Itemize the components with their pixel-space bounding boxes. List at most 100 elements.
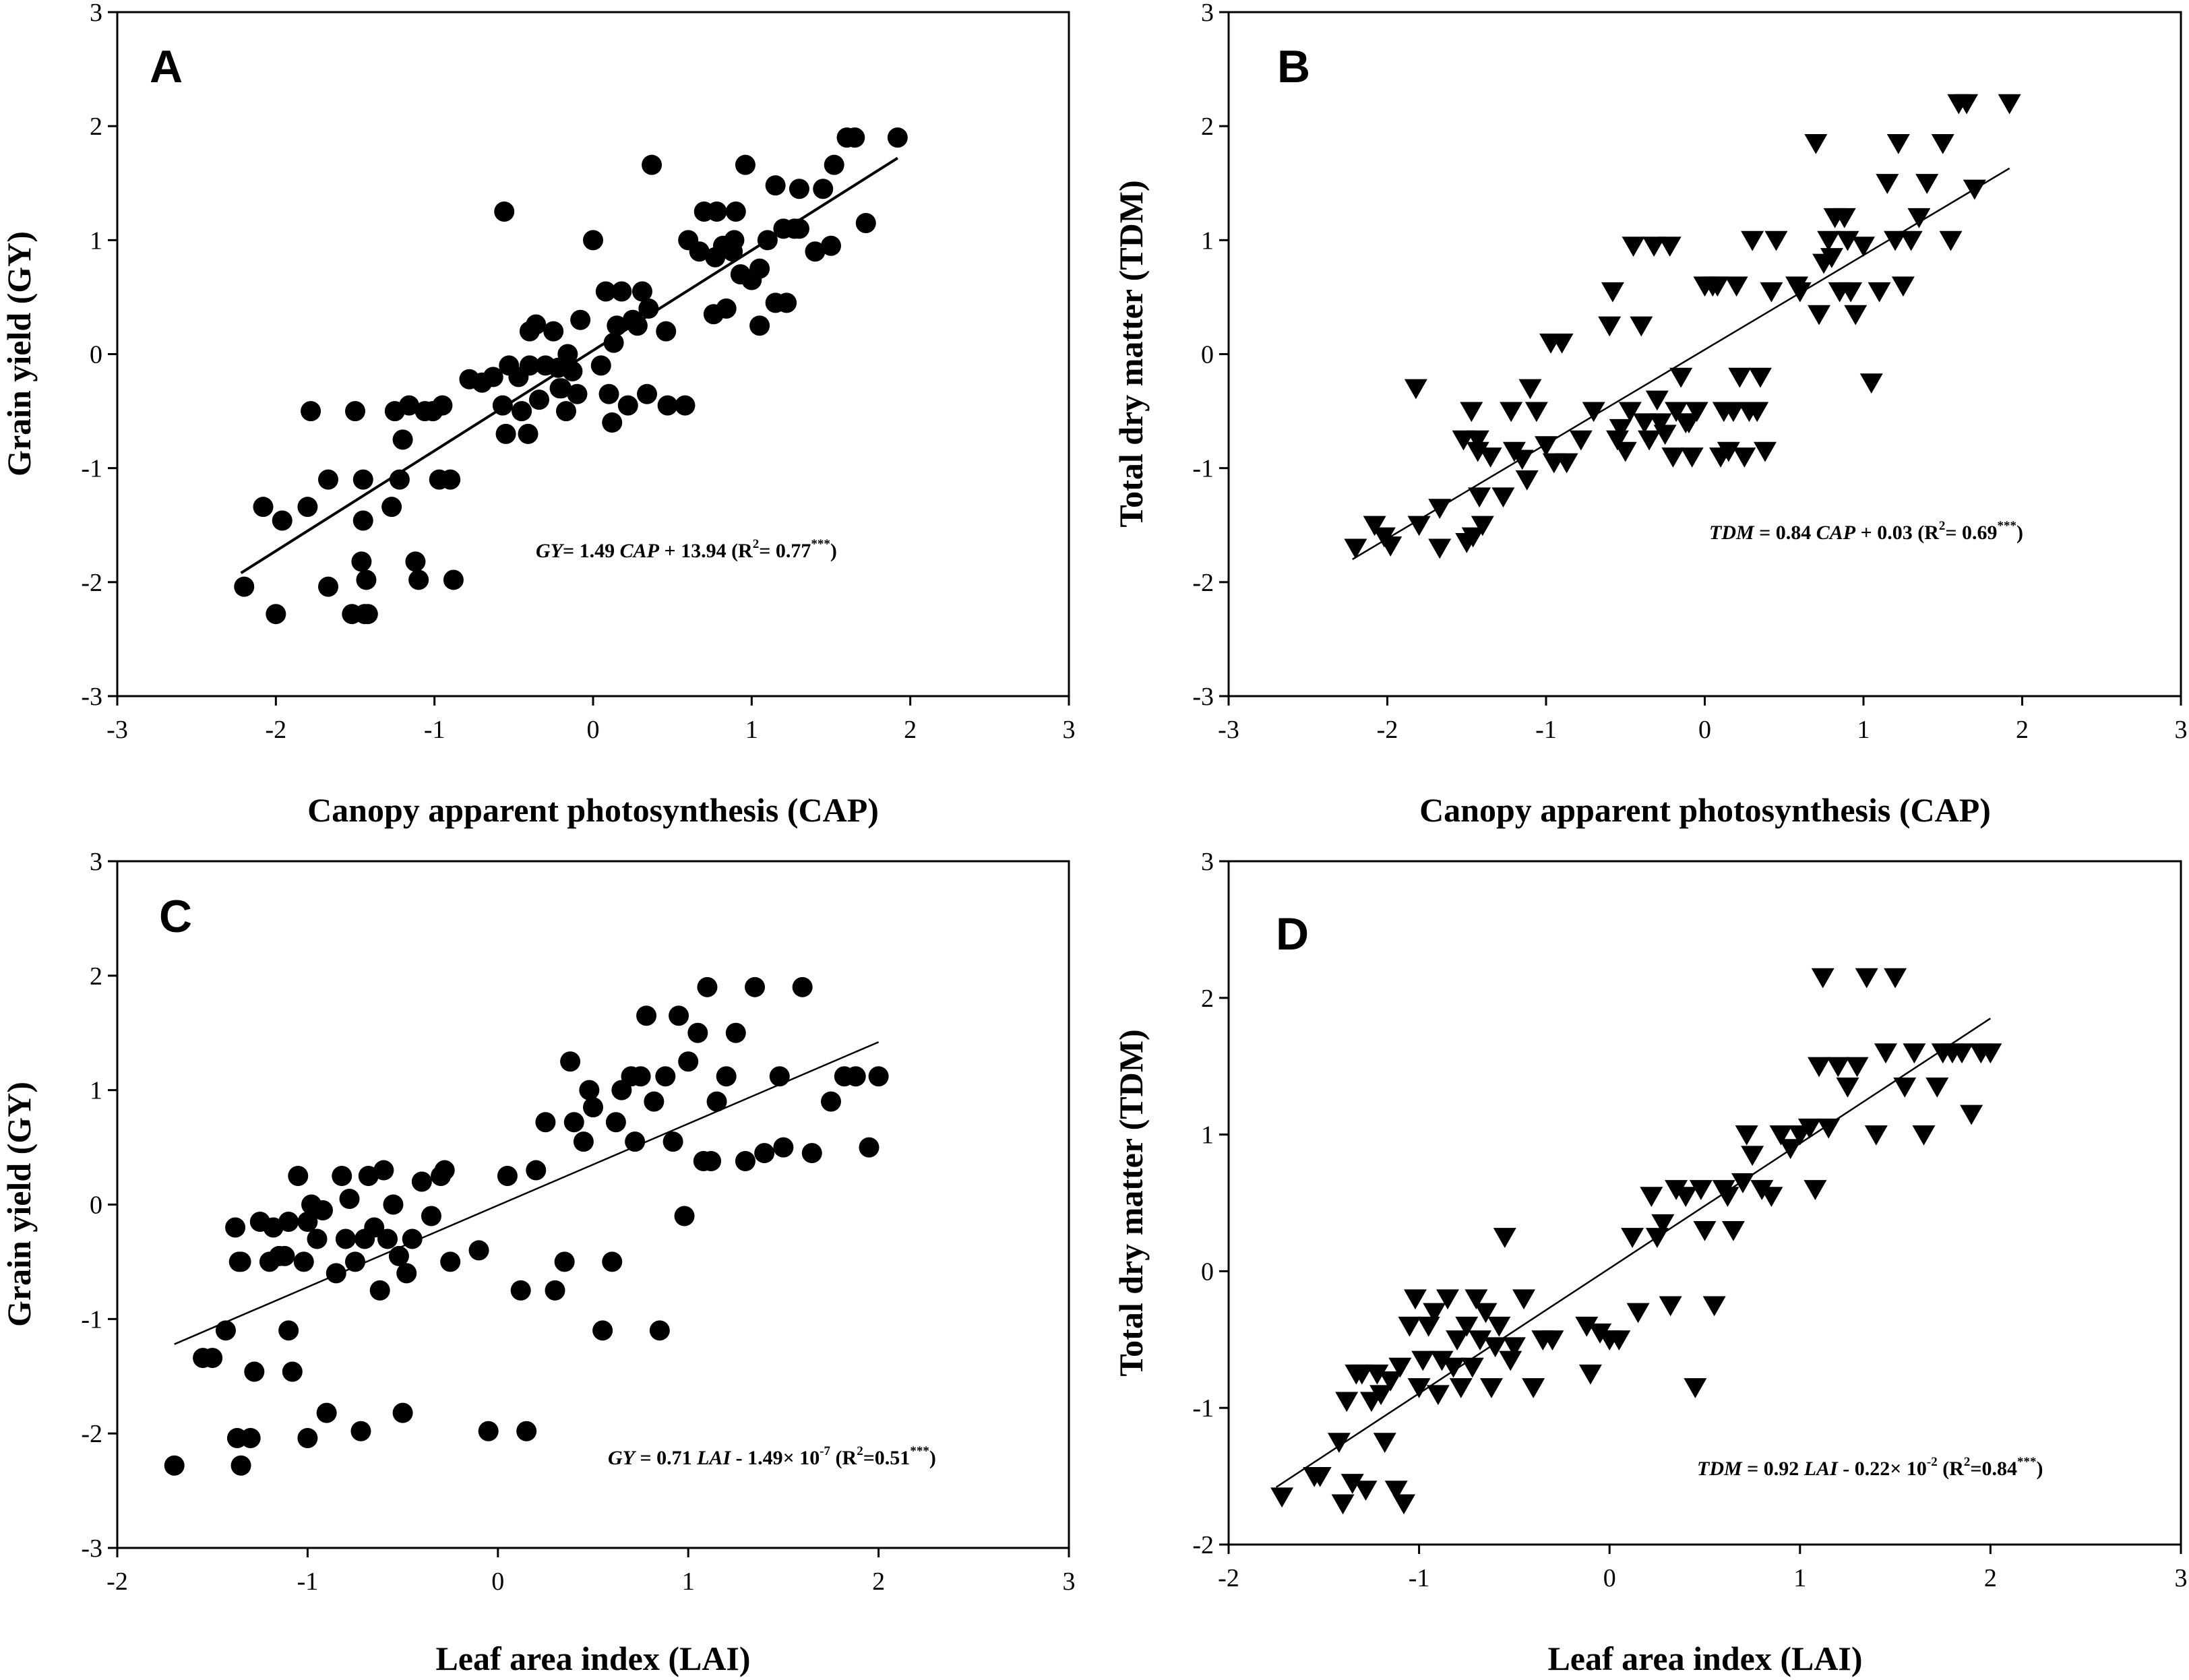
data-point-circle — [388, 1245, 409, 1266]
data-point-circle — [749, 315, 770, 336]
data-point-triangle — [1884, 230, 1907, 251]
y-tick-label: 0 — [90, 1191, 102, 1220]
data-point-circle — [551, 378, 572, 399]
data-point-circle — [855, 212, 876, 233]
data-point-triangle — [1702, 1296, 1726, 1317]
data-point-circle — [602, 412, 623, 433]
y-tick-label: -2 — [1192, 569, 1214, 597]
equation-r-squared: =0.51 — [863, 1447, 911, 1469]
data-point-triangle — [1891, 276, 1915, 297]
data-point-circle — [297, 1427, 318, 1448]
data-point-triangle — [1609, 418, 1632, 439]
data-point-triangle — [1550, 333, 1574, 354]
data-point-triangle — [1753, 441, 1777, 462]
data-point-triangle — [1760, 282, 1783, 303]
data-point-triangle — [1839, 282, 1863, 303]
data-point-circle — [483, 367, 503, 387]
data-point-triangle — [1741, 230, 1764, 251]
data-point-triangle — [1449, 1378, 1473, 1398]
data-point-circle — [274, 1245, 295, 1266]
data-point-circle — [805, 241, 826, 262]
data-point-circle — [887, 127, 908, 148]
data-point-triangle — [1886, 133, 1910, 154]
data-point-circle — [792, 976, 813, 997]
data-point-triangle — [1931, 133, 1954, 154]
equation-close: ) — [929, 1447, 936, 1469]
data-point-circle — [408, 569, 429, 590]
data-point-triangle — [1674, 1187, 1698, 1208]
data-point-circle — [345, 401, 365, 422]
equation-significance: *** — [910, 1444, 929, 1458]
data-point-triangle — [1733, 447, 1756, 468]
data-point-circle — [405, 551, 426, 572]
data-point-triangle — [1725, 276, 1748, 297]
x-tick-label: 0 — [1603, 1564, 1616, 1592]
data-point-circle — [789, 179, 809, 199]
data-point-circle — [411, 1171, 432, 1192]
data-point-circle — [603, 332, 624, 353]
data-point-circle — [637, 383, 658, 404]
data-point-circle — [392, 1402, 413, 1423]
x-tick-label: 2 — [872, 1567, 885, 1596]
x-axis-title: Canopy apparent photosynthesis (CAP) — [307, 791, 879, 829]
x-tick-label: -2 — [1218, 1564, 1239, 1592]
data-point-circle — [573, 1131, 594, 1152]
data-point-triangle — [1471, 516, 1494, 536]
y-tick-label: -1 — [81, 455, 102, 483]
data-point-circle — [339, 1189, 360, 1210]
data-point-circle — [278, 1320, 299, 1341]
data-point-circle — [642, 154, 662, 175]
x-tick-label: 3 — [2175, 716, 2188, 744]
data-point-circle — [554, 1251, 575, 1272]
data-point-circle — [701, 1150, 722, 1171]
y-tick-label: 2 — [1201, 113, 1214, 141]
x-tick-label: 0 — [491, 1567, 504, 1596]
data-point-circle — [636, 1005, 657, 1026]
data-point-circle — [312, 1200, 333, 1220]
plot-frame — [1227, 860, 2182, 1546]
regression-line — [240, 156, 898, 574]
equation-significance: *** — [2017, 1455, 2037, 1469]
data-point-circle — [345, 1251, 365, 1272]
x-tick-label: 1 — [745, 716, 758, 744]
data-point-triangle — [1717, 441, 1740, 462]
data-point-circle — [352, 510, 373, 531]
y-axis-title: Total dry matter (TDM) — [1112, 180, 1150, 527]
data-point-circle — [801, 1143, 822, 1164]
data-point-triangle — [1493, 1228, 1516, 1248]
data-point-triangle — [1884, 968, 1907, 989]
data-point-circle — [844, 127, 865, 148]
data-point-circle — [510, 1280, 531, 1301]
data-point-triangle — [1392, 1494, 1415, 1515]
data-point-circle — [845, 1066, 866, 1087]
panel-letter: B — [1277, 41, 1310, 92]
regression-equation: TDM = 0.92 LAI - 0.22× 10-2 (R2=0.84***) — [1697, 1455, 2043, 1480]
data-point-triangle — [1407, 1378, 1431, 1398]
data-point-circle — [625, 1131, 646, 1152]
data-point-circle — [859, 1137, 880, 1158]
data-point-triangle — [1832, 208, 1856, 228]
x-axis-title: Leaf area index (LAI) — [435, 1640, 750, 1677]
data-point-triangle — [1817, 230, 1841, 251]
data-point-circle — [297, 1211, 318, 1232]
data-point-circle — [602, 1251, 623, 1272]
panel-letter: D — [1276, 908, 1309, 960]
data-point-triangle — [1836, 1078, 1859, 1098]
data-point-circle — [440, 1251, 461, 1272]
data-point-circle — [555, 401, 576, 422]
data-point-triangle — [1555, 453, 1578, 474]
data-point-triangle — [1512, 1289, 1536, 1310]
data-point-triangle — [1442, 1357, 1465, 1378]
equation-exponent: -2 — [1927, 1455, 1938, 1469]
data-point-triangle — [1852, 237, 1875, 257]
data-point-triangle — [1479, 1378, 1503, 1398]
panel-letter: C — [159, 891, 192, 942]
data-point-triangle — [1468, 487, 1491, 508]
data-point-triangle — [1465, 1289, 1488, 1310]
equation-r-squared: =0.84 — [1970, 1458, 2017, 1480]
data-point-triangle — [1817, 1118, 1841, 1139]
data-point-triangle — [1651, 1214, 1675, 1235]
data-point-triangle — [1721, 402, 1745, 423]
equation-variable: CAP — [620, 540, 660, 562]
